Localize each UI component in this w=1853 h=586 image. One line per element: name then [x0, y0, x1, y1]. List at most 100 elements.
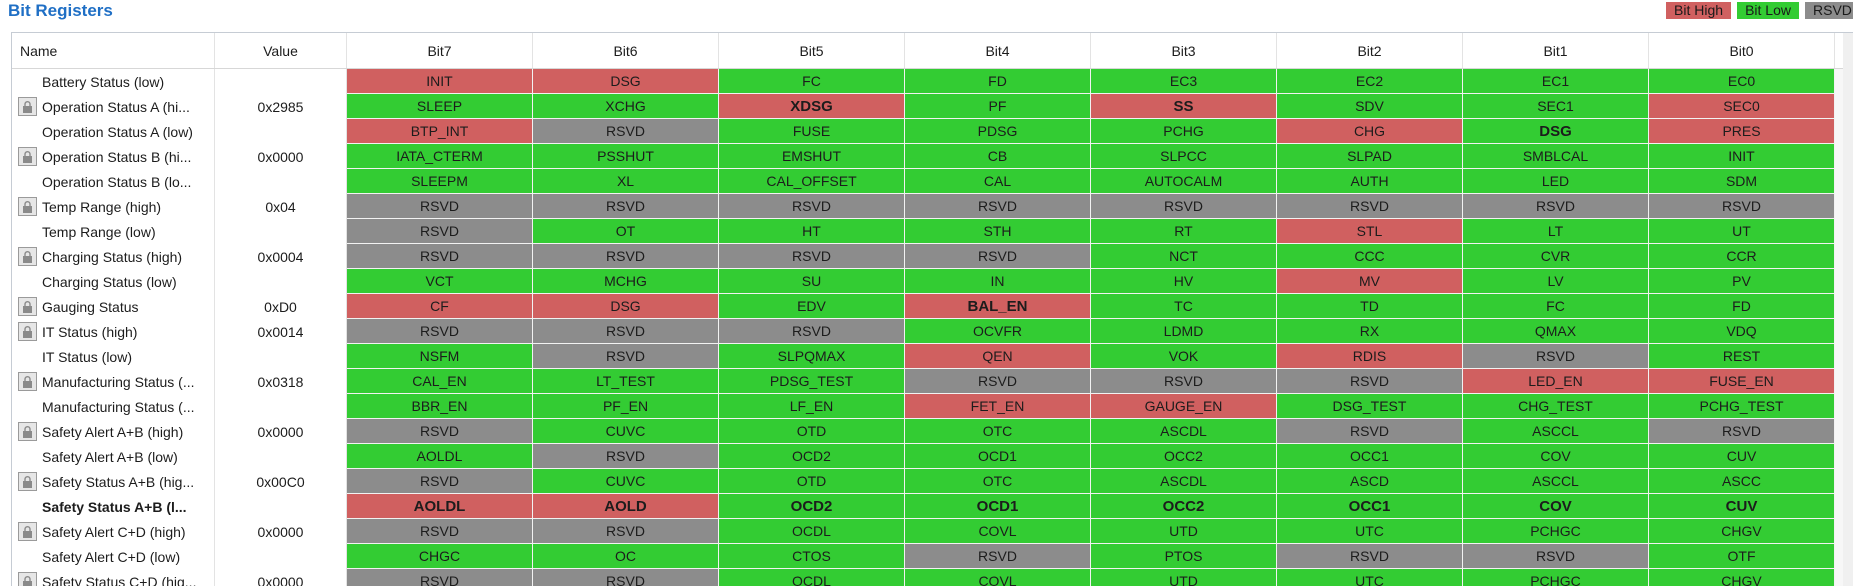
bit-cell: CCC: [1277, 244, 1463, 269]
bit-cell: UTC: [1277, 519, 1463, 544]
register-name-cell: Safety Status A+B (l...: [12, 494, 215, 519]
bit-cell: LF_EN: [719, 394, 905, 419]
bit-cell: CAL_OFFSET: [719, 169, 905, 194]
bit-cell: FD: [1649, 294, 1835, 319]
lock-icon[interactable]: [18, 97, 37, 116]
bit-cell: RSVD: [533, 344, 719, 369]
lock-icon[interactable]: [18, 297, 37, 316]
bit-cell: DSG: [533, 69, 719, 94]
bit-cell: FUSE_EN: [1649, 369, 1835, 394]
lock-icon[interactable]: [18, 197, 37, 216]
bit-cell: TC: [1091, 294, 1277, 319]
bit-cell: RSVD: [347, 519, 533, 544]
bit-cell: EC2: [1277, 69, 1463, 94]
bit-cell: RSVD: [533, 244, 719, 269]
lock-icon[interactable]: [18, 522, 37, 541]
column-header-bit1[interactable]: Bit1: [1463, 33, 1649, 68]
column-header-bit7[interactable]: Bit7: [347, 33, 533, 68]
lock-icon[interactable]: [18, 322, 37, 341]
column-header-value[interactable]: Value: [215, 33, 347, 68]
bit-cell: OCD1: [905, 444, 1091, 469]
bit-cell: AOLD: [533, 494, 719, 519]
column-header-bit3[interactable]: Bit3: [1091, 33, 1277, 68]
lock-icon[interactable]: [18, 422, 37, 441]
bit-cell: SLEEPM: [347, 169, 533, 194]
bit-cell: LT_TEST: [533, 369, 719, 394]
bit-cell: OCDL: [719, 569, 905, 586]
bit-cell: COVL: [905, 519, 1091, 544]
bit-cell: XL: [533, 169, 719, 194]
register-value-cell: [215, 494, 347, 519]
register-name-label: Temp Range (high): [42, 199, 161, 215]
bit-cell: RSVD: [1091, 194, 1277, 219]
bit-cell: COV: [1463, 444, 1649, 469]
column-header-bit2[interactable]: Bit2: [1277, 33, 1463, 68]
bit-cell: SLPQMAX: [719, 344, 905, 369]
bit-cell: OTD: [719, 469, 905, 494]
column-header-bit5[interactable]: Bit5: [719, 33, 905, 68]
bit-cell: ASCCL: [1463, 469, 1649, 494]
bit-cell: RSVD: [533, 519, 719, 544]
panel-title: Bit Registers: [8, 0, 113, 22]
bit-cell: EDV: [719, 294, 905, 319]
bit-cell: OCD2: [719, 494, 905, 519]
bit-cell: ASCDL: [1091, 419, 1277, 444]
vertical-scrollbar[interactable]: [1843, 33, 1853, 586]
bit-cell: PF: [905, 94, 1091, 119]
bit-cell: RSVD: [905, 244, 1091, 269]
bit-cell: INIT: [347, 69, 533, 94]
lock-icon[interactable]: [18, 247, 37, 266]
column-header-bit0[interactable]: Bit0: [1649, 33, 1835, 68]
bit-cell: ASCCL: [1463, 419, 1649, 444]
lock-icon[interactable]: [18, 372, 37, 391]
bit-cell: SLPAD: [1277, 144, 1463, 169]
bit-cell: RSVD: [1277, 369, 1463, 394]
column-header-name[interactable]: Name: [12, 33, 215, 68]
register-value-cell: 0x00C0: [215, 469, 347, 494]
bit-cell: DSG_TEST: [1277, 394, 1463, 419]
bit-cell: OCVFR: [905, 319, 1091, 344]
bit-cell: HV: [1091, 269, 1277, 294]
bit-cell: OCDL: [719, 519, 905, 544]
bit-cell: CHGV: [1649, 519, 1835, 544]
register-name-cell: Temp Range (high): [12, 194, 215, 219]
column-header-bit4[interactable]: Bit4: [905, 33, 1091, 68]
lock-icon[interactable]: [18, 147, 37, 166]
column-header-bit6[interactable]: Bit6: [533, 33, 719, 68]
lock-icon[interactable]: [18, 572, 37, 586]
legend-reserved: RSVD: [1805, 2, 1853, 19]
bit-cell: CUV: [1649, 444, 1835, 469]
register-name-cell: Safety Alert C+D (high): [12, 519, 215, 544]
bit-cell: OTF: [1649, 544, 1835, 569]
register-name-cell: Operation Status A (hi...: [12, 94, 215, 119]
register-name-label: Safety Status A+B (l...: [42, 499, 187, 515]
lock-icon[interactable]: [18, 472, 37, 491]
bit-cell: FD: [905, 69, 1091, 94]
bit-cell: FC: [1463, 294, 1649, 319]
register-name-cell: Operation Status B (hi...: [12, 144, 215, 169]
bit-cell: LV: [1463, 269, 1649, 294]
bit-cell: PDSG_TEST: [719, 369, 905, 394]
